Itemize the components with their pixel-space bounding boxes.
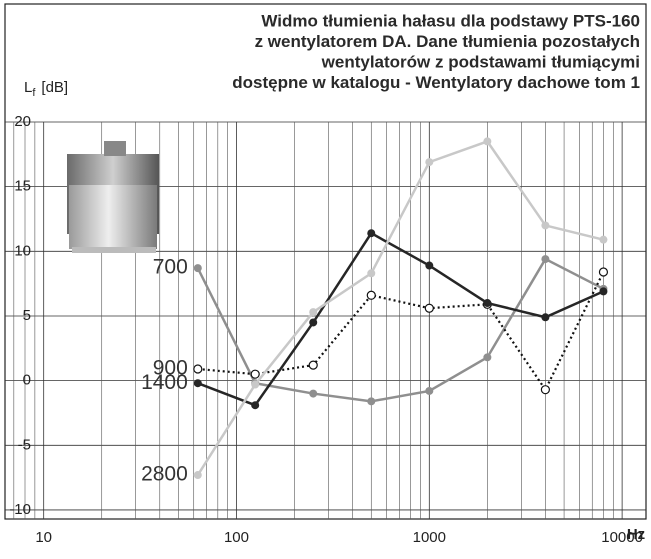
data-point: [309, 361, 317, 369]
chart-title: Widmo tłumienia hałasu dla podstawy PTS-…: [261, 11, 640, 30]
chart: Lf[dB] Hz Widmo tłumienia hałasu dla pod…: [0, 0, 651, 554]
series-label: 700: [153, 256, 188, 279]
data-point: [599, 236, 607, 244]
y-label-sub: f: [32, 87, 36, 99]
data-point: [483, 137, 491, 145]
data-point: [599, 287, 607, 295]
data-point: [425, 158, 433, 166]
image-outlet: [104, 141, 126, 156]
product-image: [67, 141, 159, 253]
data-point: [309, 318, 317, 326]
data-point: [367, 291, 375, 299]
y-tick-label: 5: [23, 307, 31, 324]
y-tick-label: -10: [9, 501, 31, 518]
chart-title: dostępne w katalogu - Wentylatory dachow…: [232, 73, 640, 92]
image-body: [69, 185, 157, 249]
data-point: [194, 379, 202, 387]
data-point: [194, 264, 202, 272]
data-point: [425, 304, 433, 312]
image-base: [72, 247, 156, 253]
data-point: [599, 268, 607, 276]
data-point: [309, 308, 317, 316]
series-line: [198, 141, 604, 475]
y-tick-label: -5: [18, 436, 31, 453]
chart-title: wentylatorów z podstawami tłumiącymi: [321, 52, 640, 71]
data-point: [425, 262, 433, 270]
y-tick-label: 0: [23, 372, 31, 389]
data-point: [251, 401, 259, 409]
data-point: [541, 255, 549, 263]
data-point: [251, 381, 259, 389]
x-tick-label: 10000: [601, 529, 643, 546]
chart-title: z wentylatorem DA. Dane tłumienia pozost…: [255, 32, 640, 51]
data-point: [367, 397, 375, 405]
y-tick-label: 10: [14, 242, 31, 259]
series-label: 2800: [141, 463, 188, 486]
x-tick-label: 10: [35, 529, 52, 546]
data-point: [194, 471, 202, 479]
data-point: [425, 387, 433, 395]
data-point: [483, 299, 491, 307]
data-point: [367, 229, 375, 237]
data-point: [541, 313, 549, 321]
data-point: [483, 353, 491, 361]
y-tick-label: 20: [14, 113, 31, 130]
data-point: [367, 269, 375, 277]
x-tick-label: 1000: [413, 529, 446, 546]
x-tick-label: 100: [224, 529, 249, 546]
y-label-main: L: [24, 79, 32, 96]
data-point: [309, 390, 317, 398]
y-axis-label: Lf [dB]: [24, 79, 68, 99]
series-label: 1400: [141, 371, 188, 394]
data-point: [541, 386, 549, 394]
data-point: [251, 370, 259, 378]
data-point: [194, 365, 202, 373]
y-label-unit: [dB]: [41, 79, 68, 96]
y-tick-label: 15: [14, 178, 31, 195]
data-point: [541, 221, 549, 229]
